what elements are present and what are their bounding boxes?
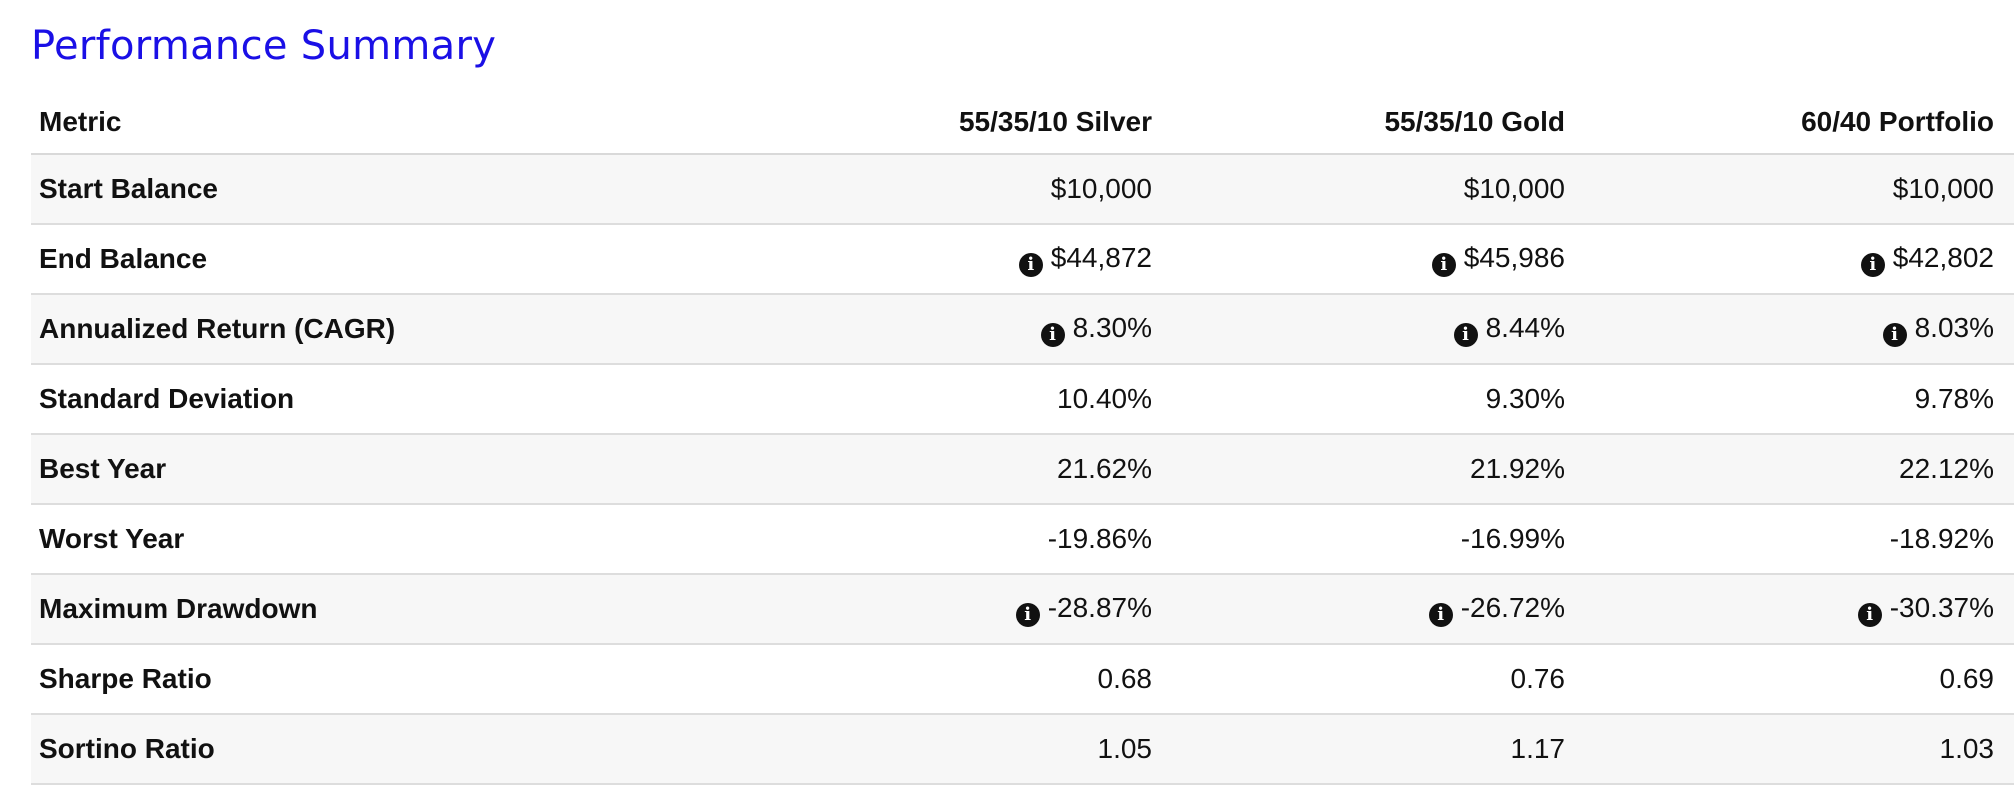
table-row: Annualized Return (CAGR) i 8.30% i 8.44% i 8.0…	[31, 294, 2014, 364]
table-row: Start Balance $10,000 $10,000 $10,000	[31, 154, 2014, 224]
value-cell-portfolio: $10,000	[1585, 154, 2014, 224]
value-cell-portfolio: 9.78%	[1585, 364, 2014, 434]
info-icon[interactable]: i	[1015, 602, 1040, 627]
value-text: 21.92%	[1470, 453, 1565, 484]
value-text: 9.30%	[1485, 383, 1565, 414]
value-text: 1.05	[1097, 733, 1153, 764]
value-text: 9.78%	[1914, 383, 1994, 414]
metric-label: Maximum Drawdown	[39, 593, 318, 624]
metric-label: Sortino Ratio	[39, 733, 215, 764]
value-text: -18.92%	[1889, 523, 1994, 554]
value-cell-portfolio: -18.92%	[1585, 504, 2014, 574]
info-icon[interactable]: i	[1857, 602, 1882, 627]
value-text: $42,802	[1892, 241, 1994, 273]
table-row: Sharpe Ratio 0.68 0.76 0.69	[31, 644, 2014, 714]
metric-label: Worst Year	[39, 523, 185, 554]
value-text: 0.68	[1097, 663, 1153, 694]
value-cell-portfolio: 0.69	[1585, 644, 2014, 714]
value-cell-silver: -19.86%	[831, 504, 1172, 574]
table-row: Best Year 21.62% 21.92% 22.12%	[31, 434, 2014, 504]
metric-label: Best Year	[39, 453, 167, 484]
value-text: 22.12%	[1899, 453, 1994, 484]
value-text: $10,000	[1050, 173, 1152, 204]
value-text: $44,872	[1050, 241, 1152, 273]
value-cell-gold: -16.99%	[1172, 504, 1585, 574]
value-cell-portfolio: i $42,802	[1585, 224, 2014, 294]
value-cell-silver: 21.62%	[831, 434, 1172, 504]
table-header: Metric 55/35/10 Silver 55/35/10 Gold 60/…	[31, 90, 2014, 155]
page-title: Performance Summary	[31, 23, 497, 69]
performance-summary-table: Metric 55/35/10 Silver 55/35/10 Gold 60/…	[31, 90, 2014, 785]
value-cell-silver: 10.40%	[831, 364, 1172, 434]
metric-label: Sharpe Ratio	[39, 663, 212, 694]
header-row: Metric 55/35/10 Silver 55/35/10 Gold 60/…	[31, 90, 2014, 155]
value-text: $10,000	[1892, 173, 1994, 204]
column-header-gold: 55/35/10 Gold	[1172, 90, 1585, 155]
info-icon[interactable]: i	[1040, 322, 1065, 347]
value-cell-gold: 0.76	[1172, 644, 1585, 714]
value-cell-gold: 21.92%	[1172, 434, 1585, 504]
value-text: 1.03	[1939, 733, 1995, 764]
value-text: 8.44%	[1485, 311, 1565, 343]
value-text: -30.37%	[1889, 591, 1994, 623]
value-cell-silver: 0.68	[831, 644, 1172, 714]
value-cell-silver: $10,000	[831, 154, 1172, 224]
value-cell-gold: $10,000	[1172, 154, 1585, 224]
value-cell-silver: i -28.87%	[831, 574, 1172, 644]
value-text: -16.99%	[1460, 523, 1565, 554]
info-icon[interactable]: i	[1860, 252, 1885, 277]
value-text: -26.72%	[1460, 591, 1565, 623]
value-cell-silver: i 8.30%	[831, 294, 1172, 364]
table-row: End Balance i $44,872 i $45,986 i $42,802	[31, 224, 2014, 294]
value-cell-gold: i $45,986	[1172, 224, 1585, 294]
metric-label: Start Balance	[39, 173, 218, 204]
value-cell-gold: i -26.72%	[1172, 574, 1585, 644]
info-icon[interactable]: i	[1018, 252, 1043, 277]
value-cell-gold: 9.30%	[1172, 364, 1585, 434]
value-cell-gold: 1.17	[1172, 714, 1585, 784]
value-cell-silver: 1.05	[831, 714, 1172, 784]
column-header-silver: 55/35/10 Silver	[831, 90, 1172, 155]
info-icon[interactable]: i	[1431, 252, 1456, 277]
value-text: 8.30%	[1072, 311, 1152, 343]
table-row: Worst Year -19.86% -16.99% -18.92%	[31, 504, 2014, 574]
column-header-metric: Metric	[31, 90, 831, 155]
value-cell-gold: i 8.44%	[1172, 294, 1585, 364]
value-text: 10.40%	[1057, 383, 1152, 414]
value-text: -28.87%	[1047, 591, 1152, 623]
column-header-portfolio: 60/40 Portfolio	[1585, 90, 2014, 155]
value-text: -19.86%	[1047, 523, 1152, 554]
info-icon[interactable]: i	[1428, 602, 1453, 627]
value-text: 8.03%	[1914, 311, 1994, 343]
value-text: 21.62%	[1057, 453, 1152, 484]
metric-label: End Balance	[39, 243, 208, 274]
value-cell-portfolio: i -30.37%	[1585, 574, 2014, 644]
value-text: $10,000	[1463, 173, 1565, 204]
table-row: Maximum Drawdown i -28.87% i -26.72% i -30.37%	[31, 574, 2014, 644]
info-icon[interactable]: i	[1882, 322, 1907, 347]
value-cell-portfolio: 1.03	[1585, 714, 2014, 784]
value-text: 1.17	[1510, 733, 1566, 764]
info-icon[interactable]: i	[1453, 322, 1478, 347]
metric-label: Standard Deviation	[39, 383, 295, 414]
value-cell-portfolio: 22.12%	[1585, 434, 2014, 504]
value-text: 0.69	[1939, 663, 1995, 694]
table-row: Sortino Ratio 1.05 1.17 1.03	[31, 714, 2014, 784]
table-body: Start Balance $10,000 $10,000 $10,000 End Ba…	[31, 154, 2014, 784]
value-text: 0.76	[1510, 663, 1566, 694]
metric-label: Annualized Return (CAGR)	[39, 313, 396, 344]
performance-summary-table-container: Metric 55/35/10 Silver 55/35/10 Gold 60/…	[31, 90, 2014, 785]
value-text: $45,986	[1463, 241, 1565, 273]
table-row: Standard Deviation 10.40% 9.30% 9.78%	[31, 364, 2014, 434]
value-cell-portfolio: i 8.03%	[1585, 294, 2014, 364]
value-cell-silver: i $44,872	[831, 224, 1172, 294]
